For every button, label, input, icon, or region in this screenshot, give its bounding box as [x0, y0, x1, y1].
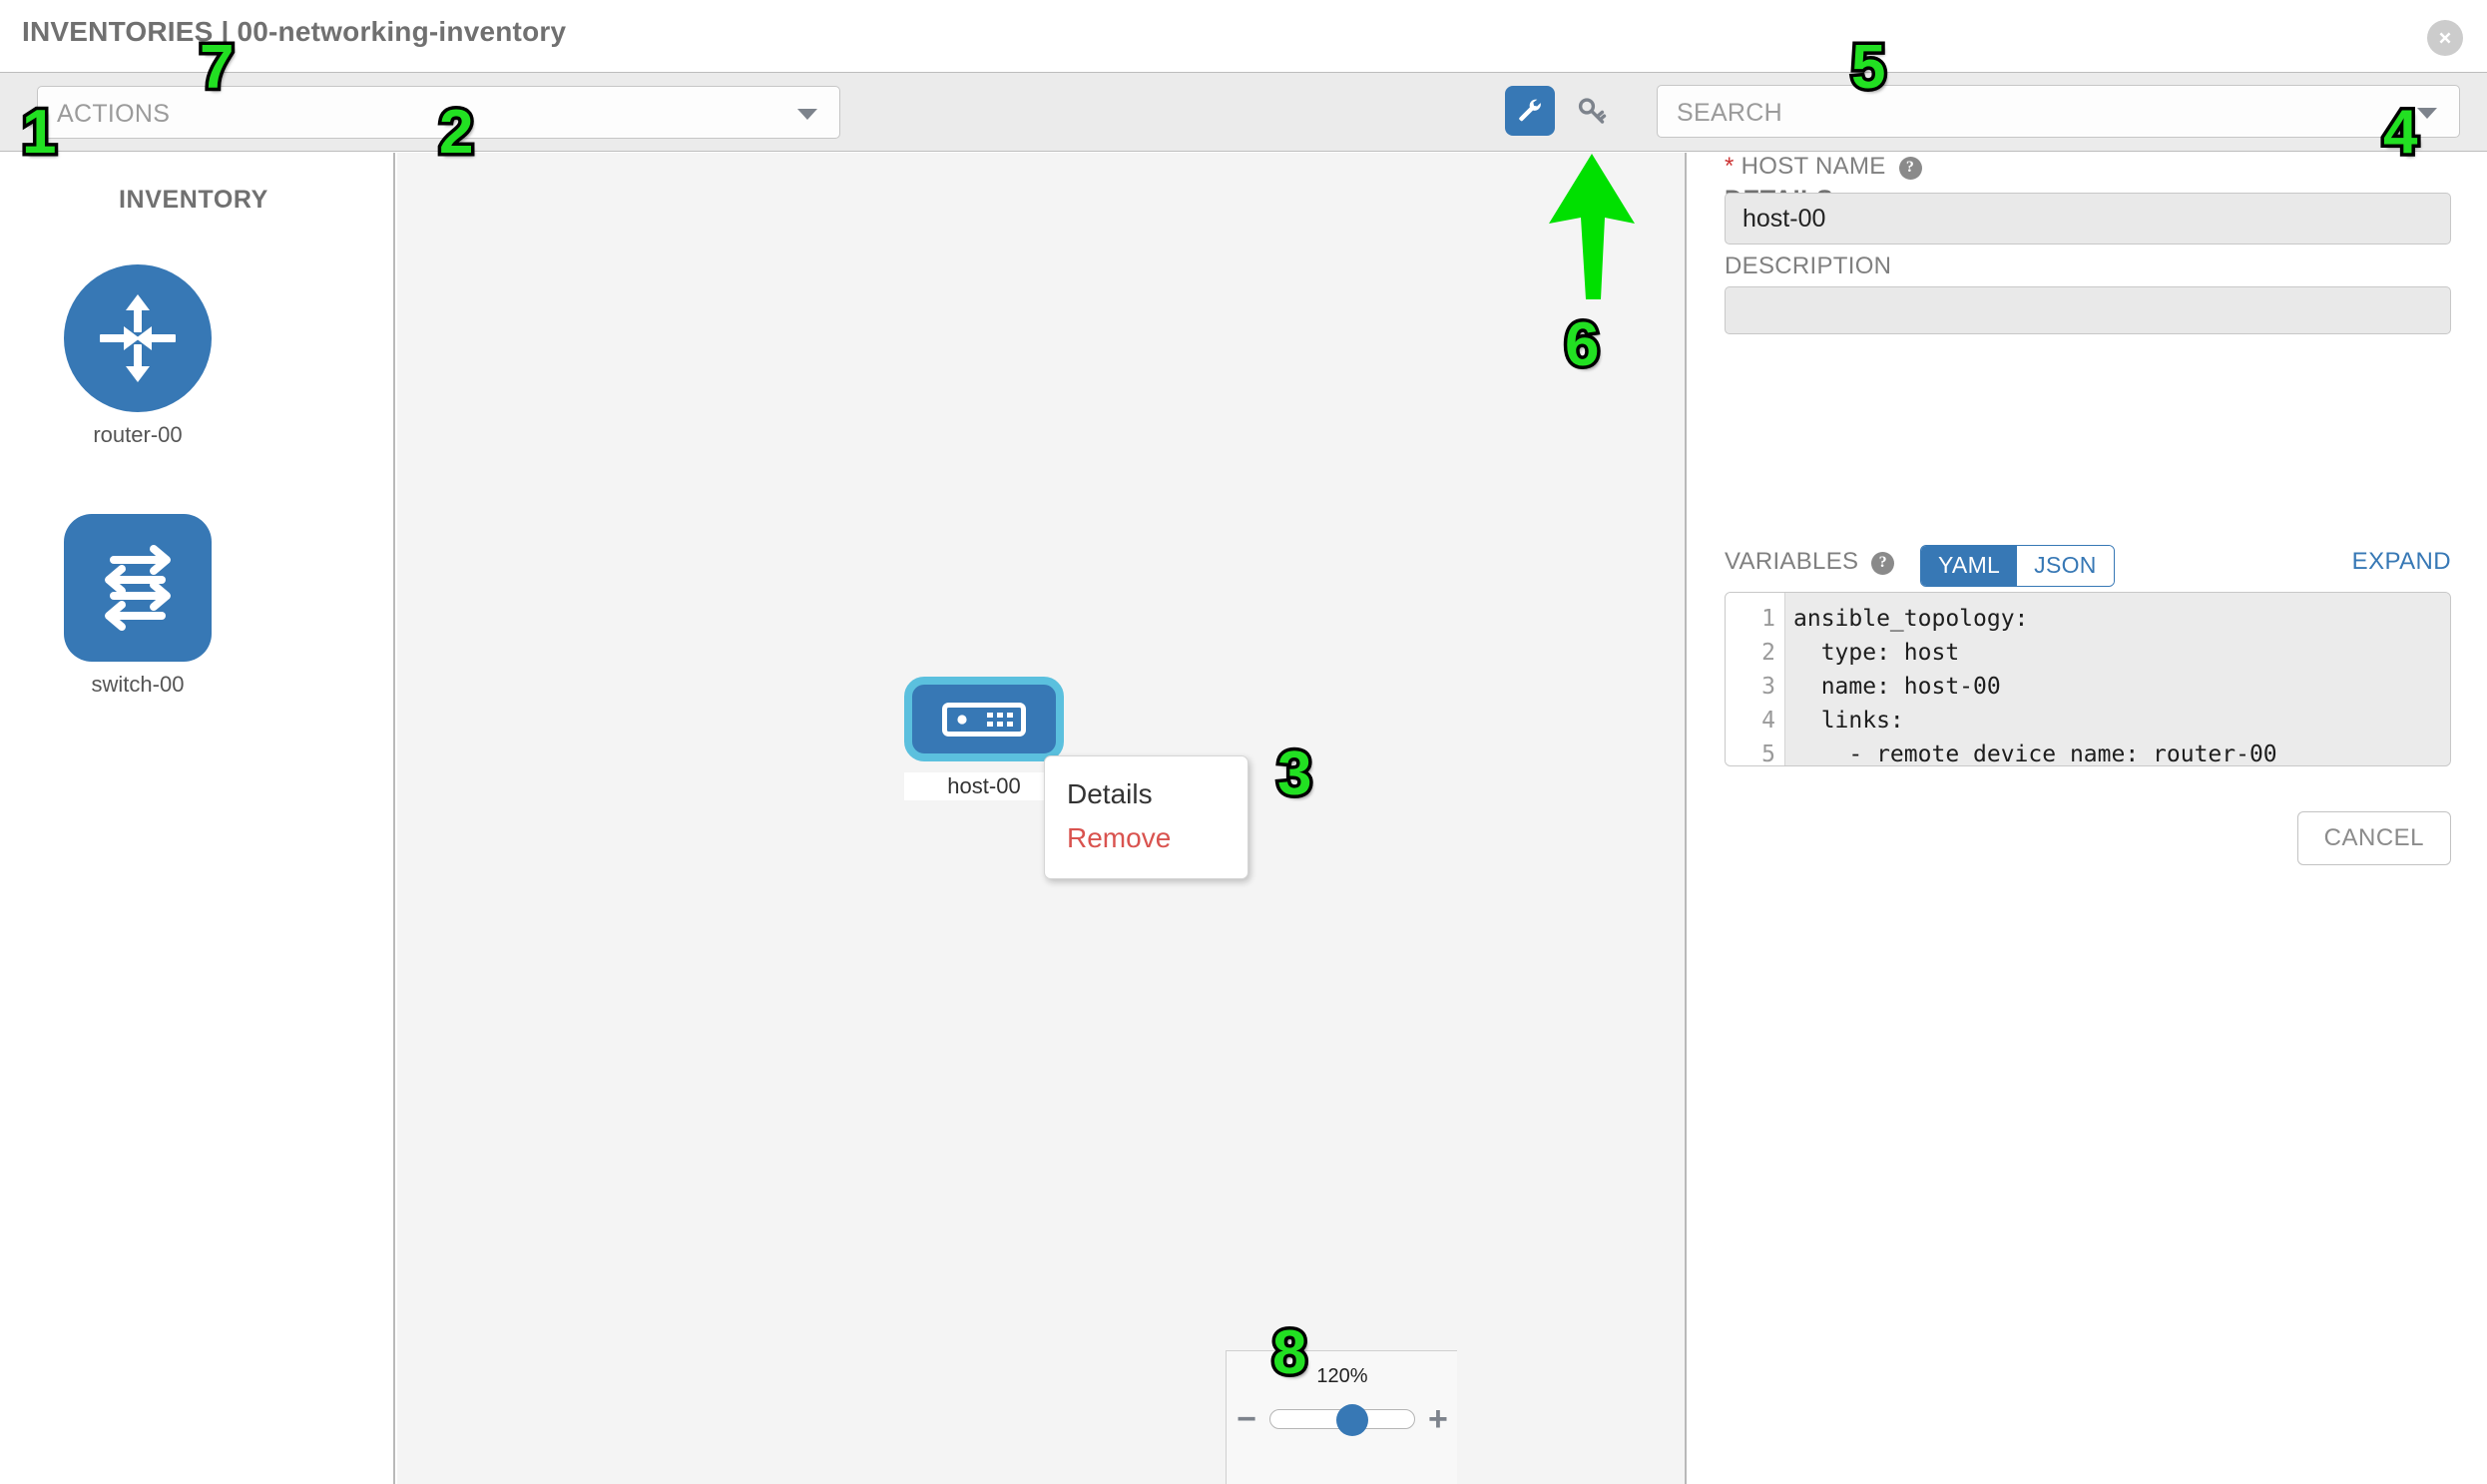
cancel-button[interactable]: CANCEL	[2296, 811, 2451, 865]
inventory-item-label: switch-00	[91, 672, 185, 697]
page-title: INVENTORIES | 00-networking-inventory	[22, 16, 567, 47]
description-label: DESCRIPTION	[1725, 252, 1892, 279]
actions-dropdown[interactable]: ACTIONS	[37, 86, 840, 139]
search-input[interactable]: SEARCH	[1657, 85, 2460, 138]
zoom-out-button[interactable]: −	[1237, 1400, 1256, 1438]
close-x-glyph	[2439, 32, 2451, 44]
close-icon[interactable]	[2427, 20, 2463, 56]
required-marker: *	[1725, 153, 1735, 180]
help-icon[interactable]: ?	[1871, 551, 1895, 575]
zoom-control: 120% − +	[1226, 1350, 1457, 1484]
inventory-item-label: router-00	[93, 422, 183, 447]
key-icon[interactable]	[1569, 88, 1615, 134]
editor-line: ansible_topology:	[1793, 606, 2029, 632]
help-icon[interactable]: ?	[1898, 156, 1922, 180]
expand-link[interactable]: EXPAND	[2351, 548, 2451, 575]
zoom-level-label: 120%	[1316, 1365, 1368, 1387]
topology-canvas[interactable]: host-00 Details Remove 120% − +	[397, 153, 1687, 1484]
server-glyph	[942, 702, 1026, 737]
inventory-sidebar: INVENTORY	[0, 153, 395, 1484]
chevron-down-icon	[2417, 108, 2437, 119]
zoom-slider-thumb[interactable]	[1336, 1404, 1369, 1436]
context-menu-item-remove[interactable]: Remove	[1067, 822, 1172, 853]
context-menu: Details Remove	[1044, 755, 1248, 879]
zoom-in-button[interactable]: +	[1428, 1400, 1448, 1438]
chevron-down-icon	[797, 109, 817, 120]
context-menu-item-details[interactable]: Details	[1067, 778, 1153, 809]
router-icon	[64, 264, 212, 412]
host-name-label-text: HOST NAME	[1741, 153, 1886, 180]
search-placeholder: SEARCH	[1677, 99, 1782, 127]
wrench-glyph	[1519, 99, 1541, 122]
description-field[interactable]	[1725, 286, 2451, 334]
editor-line: type: host	[1793, 640, 1960, 666]
variables-label-text: VARIABLES	[1725, 548, 1859, 575]
editor-line-number: 1	[1761, 606, 1775, 632]
actions-dropdown-label: ACTIONS	[57, 100, 171, 128]
key-glyph	[1578, 98, 1607, 124]
editor-line-number: 5	[1761, 742, 1775, 766]
details-panel: DETAILS * HOST NAME ? host-00 DESCRIPTIO…	[1689, 153, 2487, 1484]
zoom-slider-track[interactable]	[1269, 1404, 1415, 1436]
editor-content[interactable]: ansible_topology: type: host name: host-…	[1785, 593, 2450, 765]
switch-icon	[64, 514, 212, 662]
inventory-title: INVENTORY	[119, 186, 268, 214]
zoom-slider-row: − +	[1227, 1399, 1458, 1439]
inventory-item-switch[interactable]: switch-00	[38, 514, 238, 698]
main-body: INVENTORY	[0, 153, 2487, 1484]
canvas-node-host[interactable]: host-00	[894, 677, 1074, 800]
variables-label: VARIABLES ?	[1725, 548, 1895, 576]
host-device-icon	[904, 677, 1064, 761]
format-option-json[interactable]: JSON	[2017, 546, 2114, 586]
switch-arrows-glyph	[105, 545, 171, 631]
editor-line-number: 4	[1761, 708, 1775, 734]
editor-line: links:	[1793, 708, 1904, 734]
editor-line: name: host-00	[1793, 674, 2001, 700]
editor-line-number: 2	[1761, 640, 1775, 666]
router-arrows-glyph	[100, 294, 176, 382]
variables-format-toggle: YAML JSON	[1920, 545, 2115, 587]
inventory-item-router[interactable]: router-00	[38, 264, 238, 448]
title-bar: INVENTORIES | 00-networking-inventory	[0, 0, 2487, 72]
host-name-field[interactable]: host-00	[1725, 193, 2451, 245]
host-name-label: * HOST NAME ?	[1725, 153, 1922, 181]
editor-line-number: 3	[1761, 674, 1775, 700]
canvas-node-label: host-00	[904, 772, 1064, 800]
format-option-yaml[interactable]: YAML	[1921, 546, 2018, 586]
editor-line: - remote_device_name: router-00	[1793, 742, 2277, 766]
wrench-icon[interactable]	[1505, 86, 1555, 136]
